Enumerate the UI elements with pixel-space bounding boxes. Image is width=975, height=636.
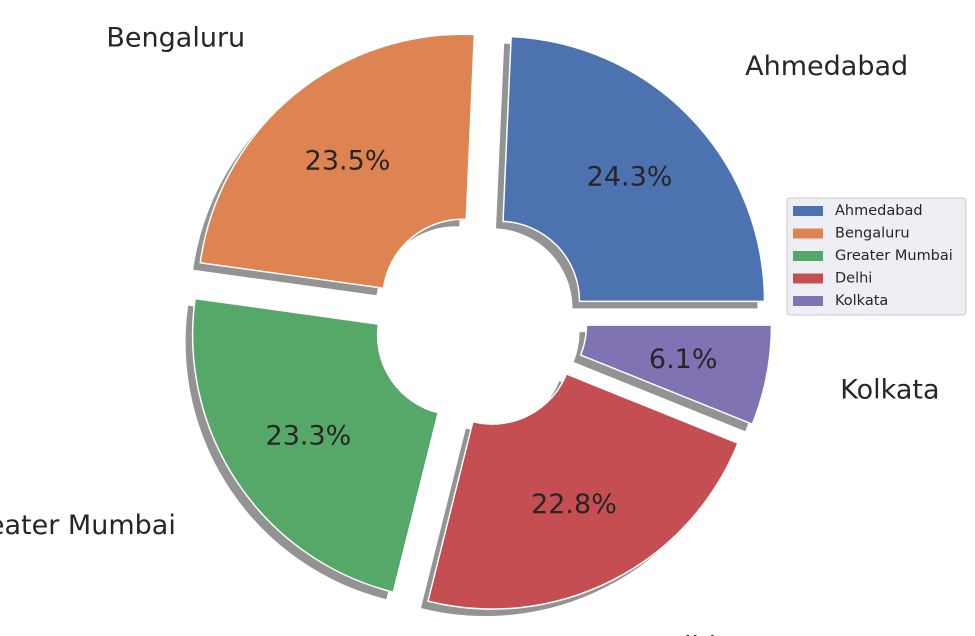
- slice-label-kolkata: Kolkata: [840, 374, 939, 405]
- legend-swatch-bengaluru: [793, 228, 823, 239]
- slice-label-greater-mumbai: Greater Mumbai: [0, 510, 176, 541]
- percent-label-kolkata: 6.1%: [649, 344, 718, 375]
- pie-slice-greater-mumbai: [191, 297, 439, 593]
- percent-label-bengaluru: 23.5%: [305, 145, 391, 176]
- slice-labels: Ahmedabad Bengaluru Greater Mumbai Delhi Kol…: [0, 22, 940, 636]
- slice-label-bengaluru: Bengaluru: [106, 22, 245, 53]
- slice-label-ahmedabad: Ahmedabad: [745, 51, 908, 82]
- legend-label-ahmedabad: Ahmedabad: [835, 203, 923, 219]
- percent-label-greater-mumbai: 23.3%: [266, 420, 352, 451]
- legend-swatch-kolkata: [793, 296, 823, 306]
- pie-slices: [191, 33, 773, 610]
- pie-slice-delhi: [427, 373, 739, 610]
- pie-slice-ahmedabad: [502, 35, 766, 303]
- legend-label-kolkata: Kolkata: [835, 293, 888, 309]
- legend-frame: [786, 197, 967, 316]
- legend-label-bengaluru: Bengaluru: [835, 226, 910, 242]
- legend-items: Ahmedabad Bengaluru Greater Mumbai Delhi Kol…: [793, 203, 953, 309]
- legend: Ahmedabad Bengaluru Greater Mumbai Delhi Kol…: [786, 197, 967, 316]
- percent-labels: 24.3% 23.5% 23.3% 22.8% 6.1%: [266, 145, 718, 520]
- pie-slice-bengaluru: [199, 33, 476, 289]
- percent-label-ahmedabad: 24.3%: [587, 161, 673, 192]
- legend-swatch-delhi: [793, 273, 823, 284]
- pie-slice-kolkata: [579, 324, 773, 425]
- legend-label-delhi: Delhi: [835, 271, 872, 287]
- legend-label-greater-mumbai: Greater Mumbai: [835, 248, 953, 264]
- legend-swatch-ahmedabad: [793, 206, 823, 216]
- percent-label-delhi: 22.8%: [531, 489, 617, 520]
- slice-label-delhi: Delhi: [647, 631, 717, 636]
- legend-swatch-greater-mumbai: [793, 251, 823, 261]
